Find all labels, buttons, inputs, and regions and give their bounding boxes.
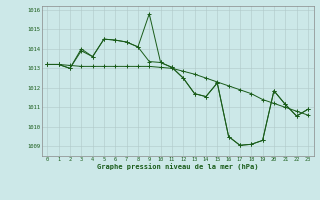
X-axis label: Graphe pression niveau de la mer (hPa): Graphe pression niveau de la mer (hPa) [97, 164, 258, 170]
